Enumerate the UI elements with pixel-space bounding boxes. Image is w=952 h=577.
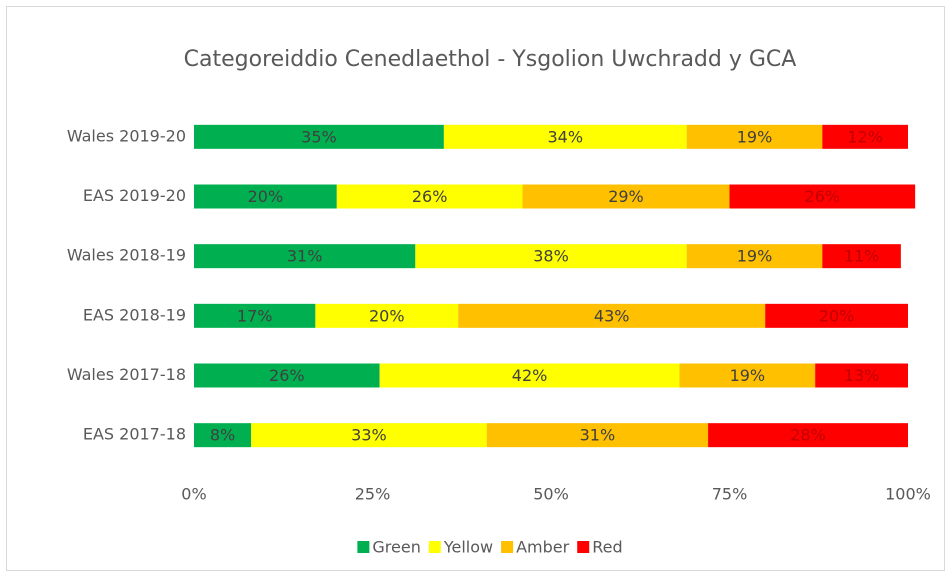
legend-swatch <box>577 541 590 553</box>
y-tick-label: EAS 2018-19 <box>83 305 186 324</box>
bar-segment <box>522 184 730 209</box>
chart-border <box>6 6 945 571</box>
y-tick-label: Wales 2018-19 <box>67 246 186 265</box>
bar-segment <box>194 423 252 448</box>
legend-label: Yellow <box>443 538 493 557</box>
data-label: 20% <box>369 306 405 325</box>
x-tick-label: 100% <box>885 485 931 504</box>
data-label: 26% <box>269 366 305 385</box>
data-label: 13% <box>844 366 880 385</box>
x-tick-label: 25% <box>355 485 391 504</box>
data-label: 31% <box>287 247 323 266</box>
bar-segment <box>251 423 487 448</box>
bar-segment <box>822 244 901 269</box>
legend-swatch <box>501 541 514 553</box>
bar-segment <box>486 423 709 448</box>
data-label: 17% <box>237 306 273 325</box>
x-tick-label: 50% <box>533 485 569 504</box>
x-tick-label: 0% <box>181 485 206 504</box>
legend-label: Green <box>372 538 420 557</box>
data-label: 26% <box>805 187 841 206</box>
data-label: 20% <box>819 306 855 325</box>
data-label: 43% <box>594 306 630 325</box>
bar-segment <box>679 363 816 388</box>
bar-segment <box>765 303 908 328</box>
bar-segment <box>815 363 908 388</box>
bar-segment <box>194 124 444 149</box>
data-label: 34% <box>547 127 583 146</box>
y-tick-label: Wales 2019-20 <box>67 126 186 145</box>
data-label: 38% <box>533 247 569 266</box>
bar-segment <box>686 244 823 269</box>
legend-label: Red <box>592 538 622 557</box>
y-tick-label: Wales 2017-18 <box>67 365 186 384</box>
data-label: 8% <box>210 426 235 445</box>
data-label: 19% <box>737 247 773 266</box>
bar-segment <box>686 124 823 149</box>
data-label: 33% <box>351 426 387 445</box>
bar-segment <box>336 184 523 209</box>
legend-swatch <box>357 541 370 553</box>
bar-segment <box>822 124 908 149</box>
chart-title: Categoreiddio Cenedlaethol - Ysgolion Uw… <box>184 47 797 72</box>
data-label: 11% <box>844 247 880 266</box>
bar-segment <box>194 184 337 209</box>
legend-swatch <box>428 541 441 553</box>
data-label: 29% <box>608 187 644 206</box>
data-label: 28% <box>790 426 826 445</box>
data-label: 20% <box>248 187 284 206</box>
bar-segment <box>194 244 416 269</box>
data-label: 19% <box>737 127 773 146</box>
data-label: 42% <box>512 366 548 385</box>
bar-segment <box>194 303 316 328</box>
bar-segment <box>315 303 459 328</box>
data-label: 19% <box>730 366 766 385</box>
bar-segment <box>729 184 916 209</box>
data-label: 35% <box>301 127 337 146</box>
x-tick-label: 75% <box>712 485 748 504</box>
data-label: 31% <box>580 426 616 445</box>
y-tick-label: EAS 2019-20 <box>83 186 186 205</box>
bar-segment <box>708 423 908 448</box>
y-tick-label: EAS 2017-18 <box>83 425 186 444</box>
legend-label: Amber <box>516 538 570 557</box>
bar-segment <box>458 303 766 328</box>
data-label: 26% <box>412 187 448 206</box>
bar-segment <box>443 124 687 149</box>
bar-segment <box>415 244 687 269</box>
bar-segment <box>194 363 380 388</box>
data-label: 12% <box>847 127 883 146</box>
bar-segment <box>379 363 680 388</box>
